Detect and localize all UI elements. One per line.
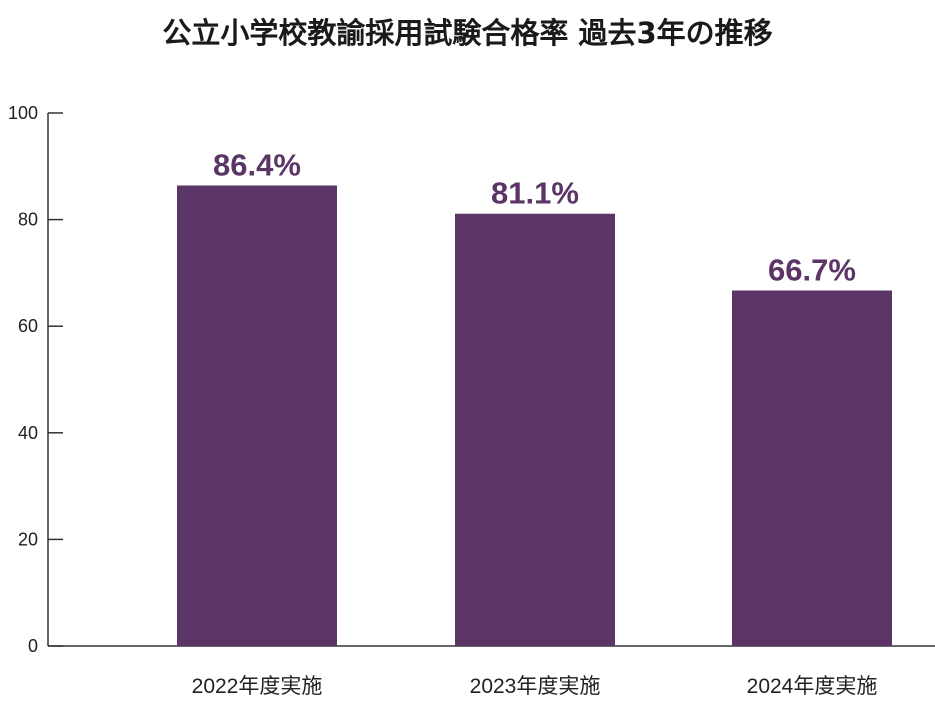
x-tick-label: 2022年度実施: [192, 675, 323, 698]
bar: [732, 290, 892, 646]
data-label: 66.7%: [768, 252, 856, 287]
x-tick-label: 2024年度実施: [747, 675, 878, 698]
x-tick-label: 2023年度実施: [470, 675, 601, 698]
y-tick-label: 60: [18, 316, 38, 336]
y-tick-label: 20: [18, 529, 38, 549]
y-tick-label: 40: [18, 423, 38, 443]
y-tick-label: 100: [8, 103, 38, 123]
y-tick-label: 0: [28, 636, 38, 656]
data-label: 86.4%: [213, 147, 301, 182]
y-tick-label: 80: [18, 210, 38, 230]
data-label: 81.1%: [491, 176, 579, 211]
chart-title: 公立小学校教諭採用試験合格率 過去3年の推移: [162, 16, 773, 50]
bar: [177, 185, 337, 646]
bar: [455, 213, 615, 646]
